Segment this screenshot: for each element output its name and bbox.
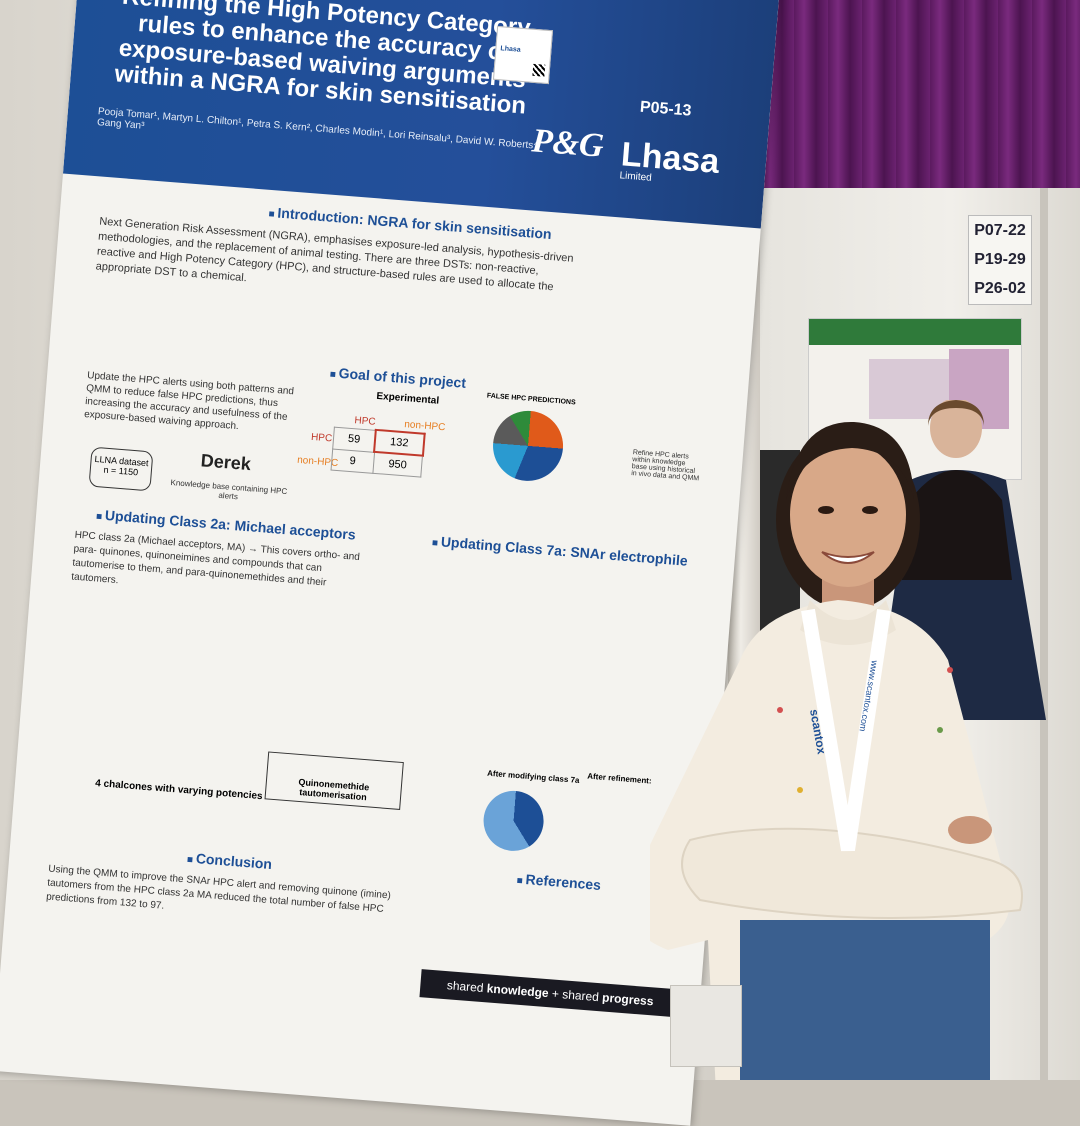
tagline-word: shared bbox=[446, 978, 485, 996]
matrix-cell: 9 bbox=[331, 448, 375, 474]
references-title: References bbox=[448, 866, 669, 900]
matrix-cell: 950 bbox=[372, 451, 423, 478]
board-post bbox=[1040, 188, 1048, 1080]
matrix-hpc-row: HPC bbox=[310, 431, 333, 445]
qr-code bbox=[532, 63, 546, 77]
background-poster-header bbox=[809, 319, 1021, 345]
class7a-pie bbox=[481, 788, 546, 854]
poster-code: P05-13 bbox=[639, 98, 693, 120]
board-number-sign: P07-22 P19-29 P26-02 bbox=[968, 215, 1032, 305]
pg-logo: P&G bbox=[530, 122, 606, 165]
board-number: P07-22 bbox=[974, 222, 1026, 239]
tautomer-box: Quinonemethide tautomerisation bbox=[264, 751, 404, 810]
poster-tagline: shared knowledge + shared progress bbox=[419, 969, 681, 1018]
qr-card: Lhasa bbox=[492, 25, 554, 85]
goal-text: Update the HPC alerts using both pattern… bbox=[83, 370, 295, 433]
after-refinement-label: After refinement: bbox=[586, 771, 652, 786]
lhasa-logo: Lhasa Limited bbox=[619, 135, 721, 189]
conclusion-section: Conclusion Using the QMM to improve the … bbox=[46, 840, 410, 933]
derek-logo: Derek bbox=[200, 450, 252, 475]
tagline-word: knowledge bbox=[486, 981, 550, 1001]
references-section: References bbox=[448, 866, 669, 906]
tagline-word: progress bbox=[601, 990, 654, 1009]
poster-header: Refining the High Potency Category rules… bbox=[62, 0, 780, 229]
derek-caption: Knowledge base containing HPC alerts bbox=[170, 477, 288, 502]
paper-holder bbox=[670, 985, 742, 1067]
confusion-matrix: 59 132 9 950 bbox=[331, 426, 426, 478]
poster-title: Refining the High Potency Category rules… bbox=[113, 0, 532, 120]
llna-dataset-box: LLNA dataset n = 1150 bbox=[88, 446, 154, 492]
qr-card-logo: Lhasa bbox=[500, 45, 521, 54]
presenter: scantox www.scantox.com bbox=[650, 421, 1023, 1080]
matrix-cell: 59 bbox=[332, 426, 377, 452]
matrix-hpc-col: HPC bbox=[354, 415, 376, 428]
board-number: P19-29 bbox=[974, 251, 1026, 268]
board-number: P26-02 bbox=[974, 280, 1026, 297]
tagline-word: shared bbox=[561, 987, 600, 1005]
after-modifying-label: After modifying class 7a bbox=[486, 768, 580, 785]
class2a-section: Updating Class 2a: Michael acceptors HPC… bbox=[71, 506, 376, 608]
chalcones-caption: 4 chalcones with varying potencies bbox=[94, 777, 263, 803]
